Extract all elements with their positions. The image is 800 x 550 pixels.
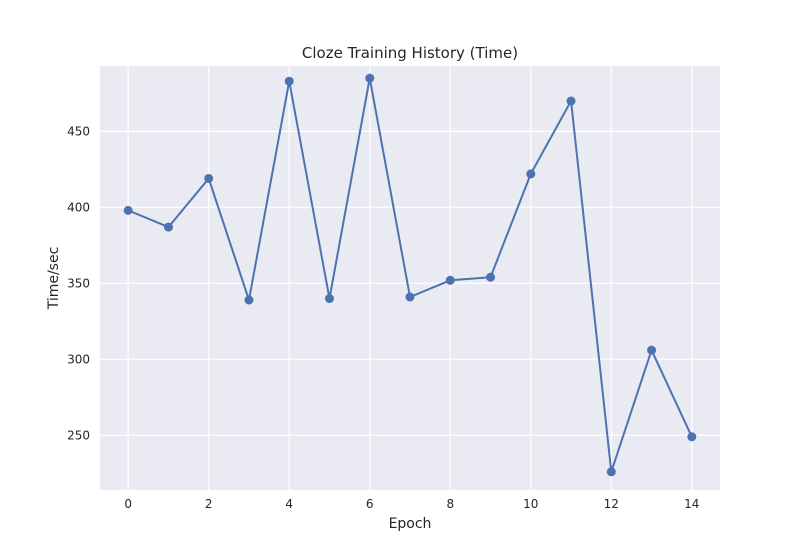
data-point: [566, 96, 576, 106]
data-point: [244, 295, 254, 305]
data-point: [647, 345, 657, 355]
y-tick-label: 250: [67, 428, 90, 442]
x-tick-label: 2: [205, 497, 213, 511]
x-tick-label: 14: [684, 497, 699, 511]
data-point: [365, 73, 375, 83]
x-axis-label: Epoch: [389, 516, 432, 532]
x-tick-label: 8: [446, 497, 454, 511]
data-point: [163, 222, 173, 232]
x-tick-label: 4: [285, 497, 293, 511]
y-axis-label: Time/sec: [46, 247, 62, 311]
data-point: [284, 76, 294, 86]
x-tick-label: 10: [523, 497, 538, 511]
x-tick-label: 0: [124, 497, 132, 511]
data-point: [445, 275, 455, 285]
y-tick-label: 300: [67, 352, 90, 366]
y-tick-labels: 250 300 350 400 450: [67, 124, 90, 442]
data-point: [123, 205, 133, 215]
x-tick-label: 12: [604, 497, 619, 511]
plot-area: [100, 66, 720, 490]
data-point: [606, 467, 616, 477]
grid-lines: [100, 66, 720, 490]
data-point: [687, 432, 697, 442]
x-tick-labels: 0 2 4 6 8 10 12 14: [124, 497, 699, 511]
y-tick-label: 350: [67, 276, 90, 290]
data-point: [486, 272, 496, 282]
x-tick-label: 6: [366, 497, 374, 511]
data-point: [526, 169, 536, 179]
data-point: [324, 294, 334, 304]
series-layer: [123, 73, 697, 477]
y-tick-label: 400: [67, 200, 90, 214]
chart-title: Cloze Training History (Time): [302, 44, 518, 62]
data-point: [204, 173, 214, 183]
data-point: [405, 292, 415, 302]
y-tick-label: 450: [67, 124, 90, 138]
